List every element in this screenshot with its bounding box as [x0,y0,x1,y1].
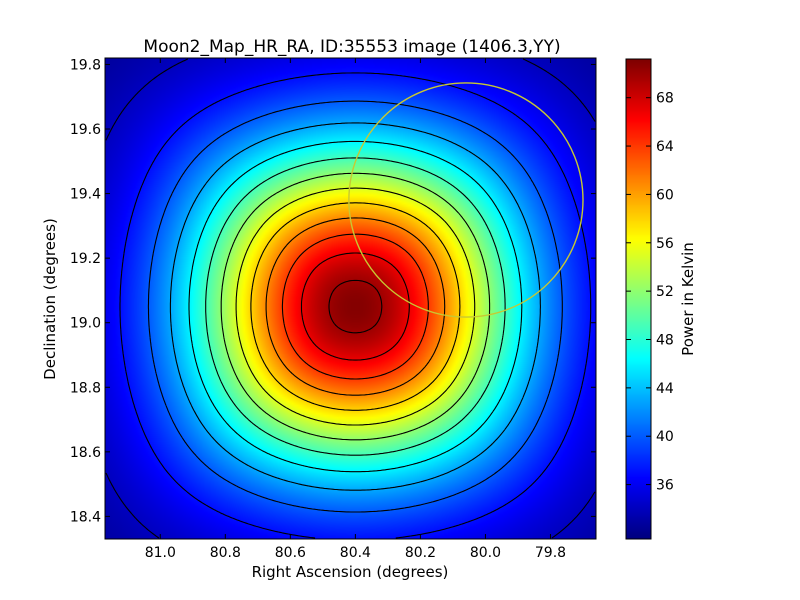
x-axis-label: Right Ascension (degrees) [252,563,449,581]
contour-level-5 [205,157,506,456]
y-tick-label: 19.0 [70,316,101,332]
contour-level-6 [220,172,491,441]
y-axis-label: Declination (degrees) [41,218,59,380]
heatmap-image [105,58,596,539]
contour-level-0 [105,58,596,539]
colorbar-tick-label: 36 [656,478,674,494]
chart-title: Moon2_Map_HR_RA, ID:35553 image (1406.3,… [143,37,560,57]
colorbar-tick-label: 52 [656,284,674,300]
colorbar-label: Power in Kelvin [679,242,697,356]
colorbar-tick-label: 40 [656,429,674,445]
contour-level-3 [169,122,541,491]
y-tick-label: 18.8 [70,380,101,396]
y-tick-label: 19.4 [70,187,101,203]
contour-level-9 [265,217,446,396]
contour-level-11 [300,252,410,361]
y-tick-label: 19.6 [70,122,101,138]
x-tick-label: 81.0 [145,545,176,561]
colorbar-ticks: 36 40 44 48 52 56 60 64 68 [626,91,674,494]
contour-level-2 [147,100,563,513]
contour-level-7 [235,187,476,426]
x-tick-label: 80.4 [340,545,371,561]
plot-frame [104,57,597,540]
colorbar-tick-label: 60 [656,187,674,203]
y-axis-ticks: 18.4 18.6 18.8 19.0 19.2 19.4 19.6 19.8 [70,57,596,525]
contour-level-4 [188,140,523,473]
x-tick-label: 80.2 [405,545,436,561]
colorbar-tick-label: 44 [656,381,674,397]
x-tick-label: 80.6 [275,545,306,561]
colorbar-frame [625,58,652,540]
beam-circle [348,82,584,318]
y-tick-label: 18.4 [70,509,101,525]
colorbar [626,59,651,539]
contour-level-12 [328,279,383,334]
x-tick-label: 80.0 [470,545,501,561]
contour-lines [105,58,596,539]
colorbar-tick-label: 68 [656,91,674,107]
x-tick-label: 80.8 [210,545,241,561]
contour-level-10 [281,233,429,380]
x-axis-ticks: 81.0 80.8 80.6 80.4 80.2 80.0 79.8 [145,58,566,561]
contour-level-8 [250,202,461,411]
contour-level-1 [119,72,592,539]
colorbar-tick-label: 48 [656,333,674,349]
y-tick-label: 19.2 [70,251,101,267]
y-tick-label: 18.6 [70,445,101,461]
heatmap [105,58,596,539]
y-tick-label: 19.8 [70,57,101,73]
colorbar-tick-label: 64 [656,139,674,155]
colorbar-tick-label: 56 [656,236,674,252]
x-tick-label: 79.8 [535,545,566,561]
